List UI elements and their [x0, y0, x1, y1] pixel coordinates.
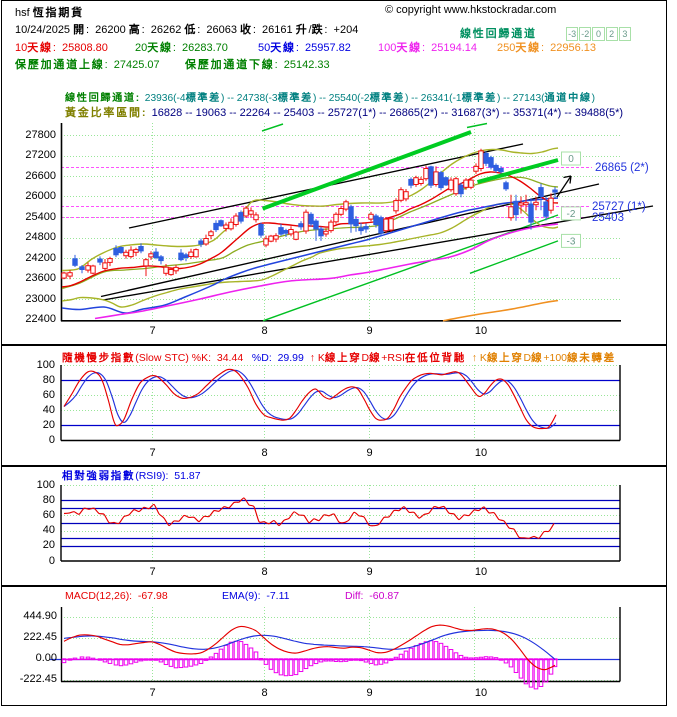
svg-text:0: 0 — [568, 154, 574, 165]
svg-text:-2: -2 — [567, 209, 576, 220]
svg-text:-3: -3 — [567, 236, 576, 247]
